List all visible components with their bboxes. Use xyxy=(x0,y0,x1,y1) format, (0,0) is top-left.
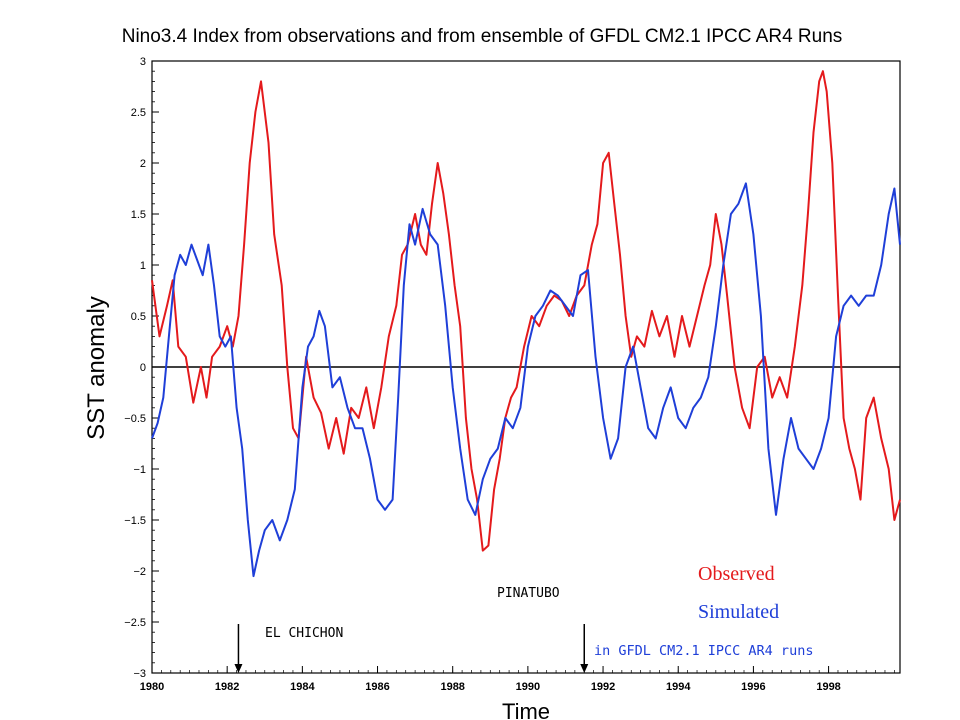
y-tick-label: −3 xyxy=(133,668,146,680)
x-tick-label: 1986 xyxy=(365,681,389,693)
y-tick-label: 2 xyxy=(140,158,146,170)
x-tick-label: 1982 xyxy=(215,681,239,693)
series-line-observed xyxy=(151,70,901,552)
y-tick-label: −2.5 xyxy=(124,617,146,629)
y-tick-label: 1.5 xyxy=(131,209,146,221)
annotation-pinatubo: PINATUBO xyxy=(497,586,560,601)
annotation-el-chichon: EL CHICHON xyxy=(265,626,343,641)
x-axis-label: Time xyxy=(502,699,550,720)
x-tick-label: 1984 xyxy=(290,681,315,693)
y-tick-label: 0.5 xyxy=(131,311,146,323)
y-tick-label: −1 xyxy=(133,464,146,476)
y-tick-label: −0.5 xyxy=(124,413,146,425)
annotation-arrowhead-pinatubo xyxy=(580,664,589,673)
y-tick-label: 1 xyxy=(140,260,146,272)
series-line-simulated xyxy=(151,182,901,578)
y-tick-label: 2.5 xyxy=(131,107,146,119)
y-tick-label: −1.5 xyxy=(124,515,146,527)
annotation-arrowhead-el-chichon xyxy=(234,664,243,673)
legend-runs-note: in GFDL CM2.1 IPCC AR4 runs xyxy=(594,643,813,659)
y-axis-label: SST anomaly xyxy=(83,296,110,440)
y-tick-label: −2 xyxy=(133,566,146,578)
x-tick-label: 1994 xyxy=(666,681,691,693)
x-tick-label: 1998 xyxy=(816,681,840,693)
x-tick-label: 1980 xyxy=(140,681,164,693)
chart-title: Nino3.4 Index from observations and from… xyxy=(122,26,843,47)
x-tick-label: 1990 xyxy=(516,681,540,693)
legend-simulated: Simulated xyxy=(698,601,779,623)
x-tick-label: 1988 xyxy=(440,681,464,693)
x-tick-label: 1992 xyxy=(591,681,615,693)
x-tick-label: 1996 xyxy=(741,681,765,693)
y-tick-label: 0 xyxy=(140,362,146,374)
legend-observed: Observed xyxy=(698,563,775,585)
y-tick-label: 3 xyxy=(140,56,146,68)
